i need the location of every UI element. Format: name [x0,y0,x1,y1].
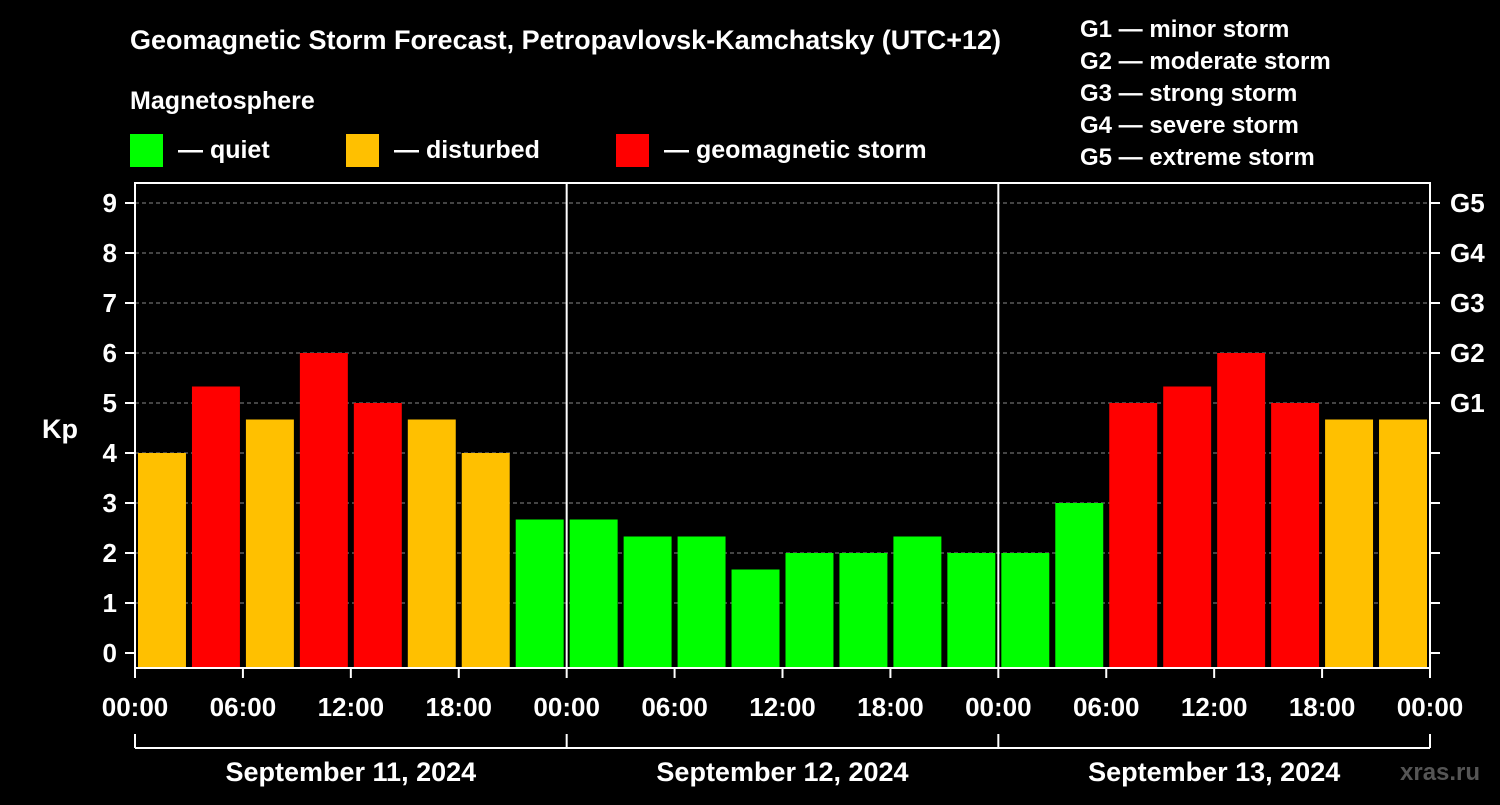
legend-label-disturbed: — disturbed [394,136,540,164]
storm-scale-g1: G1 — minor storm [1080,16,1289,43]
x-axis-ticks: 00:00 06:00 12:00 18:00 00:00 06:00 12:00 18:00… [102,668,1464,722]
bar-10 [677,536,726,668]
storm-scale-g3: G3 — strong storm [1080,80,1297,107]
bar-0 [138,453,186,668]
chart-title: Geomagnetic Storm Forecast, Petropavlovs… [130,25,1001,55]
bar-6 [461,453,510,668]
bar-1 [191,386,240,668]
y-tick-label-4: 4 [103,438,118,468]
storm-scale-g5: G5 — extreme storm [1080,144,1315,171]
x-tick-label-6: 12:00 [749,692,816,722]
storm-scale-g4: G4 — severe storm [1080,112,1299,139]
y-tick-label-5: 5 [103,388,117,418]
bar-17 [1055,503,1104,668]
storm-level-label-g4: G4 [1450,238,1485,268]
bar-20 [1217,353,1266,668]
day-labels: September 11, 2024 September 12, 2024 Sept… [134,734,1431,787]
bar-11 [731,569,780,668]
bar-3 [299,353,348,668]
y-axis-label: Kp [42,414,78,444]
x-tick-label-12: 00:00 [1397,692,1464,722]
bar-21 [1271,403,1320,668]
y-tick-label-2: 2 [103,538,117,568]
x-tick-label-11: 18:00 [1289,692,1356,722]
x-tick-label-3: 18:00 [426,692,493,722]
bar-15 [947,553,996,668]
bar-18 [1109,403,1158,668]
storm-level-label-g1: G1 [1450,388,1485,418]
x-tick-label-5: 06:00 [641,692,708,722]
x-tick-label-0: 00:00 [102,692,169,722]
bar-5 [407,419,456,668]
x-tick-label-1: 06:00 [210,692,277,722]
bar-22 [1325,419,1374,668]
y-axis-ticks: 0 1 2 3 4 5 6 7 8 9 [103,188,135,668]
legend-label-quiet: — quiet [178,136,270,164]
bar-13 [839,553,888,668]
bar-12 [785,553,834,668]
x-tick-label-4: 00:00 [533,692,600,722]
y-tick-label-1: 1 [103,588,117,618]
bar-8 [569,519,618,668]
bar-16 [1001,553,1050,668]
storm-level-label-g2: G2 [1450,338,1485,368]
bar-4 [353,403,402,668]
legend-swatch-storm [616,134,649,167]
bar-23 [1379,419,1427,668]
legend-swatch-quiet [130,134,163,167]
bar-9 [623,536,672,668]
bars [138,353,1427,668]
storm-scale-g2: G2 — moderate storm [1080,48,1331,75]
x-tick-label-10: 12:00 [1181,692,1248,722]
storm-level-label-g5: G5 [1450,188,1485,218]
legend-label-storm: — geomagnetic storm [664,136,927,164]
grid-lines [135,202,1430,604]
bar-7 [515,519,564,668]
bar-19 [1163,386,1212,668]
storm-level-label-g3: G3 [1450,288,1485,318]
y-tick-label-3: 3 [103,488,117,518]
y-tick-label-8: 8 [103,238,117,268]
legend-title: Magnetosphere [130,87,315,115]
x-tick-label-7: 18:00 [857,692,924,722]
y-tick-label-0: 0 [103,638,117,668]
day-label-2: September 13, 2024 [1088,757,1340,787]
watermark: xras.ru [1400,759,1480,786]
day-label-0: September 11, 2024 [225,757,476,787]
legend-swatch-disturbed [346,134,379,167]
x-tick-label-2: 12:00 [318,692,385,722]
day-label-1: September 12, 2024 [656,757,908,787]
y-tick-label-7: 7 [103,288,117,318]
x-tick-label-9: 06:00 [1073,692,1140,722]
bar-2 [245,419,294,668]
storm-level-ticks: G1 G2 G3 G4 G5 [1430,188,1485,654]
x-tick-label-8: 00:00 [965,692,1032,722]
bar-14 [893,536,942,668]
y-tick-label-6: 6 [103,338,117,368]
y-tick-label-9: 9 [103,188,117,218]
